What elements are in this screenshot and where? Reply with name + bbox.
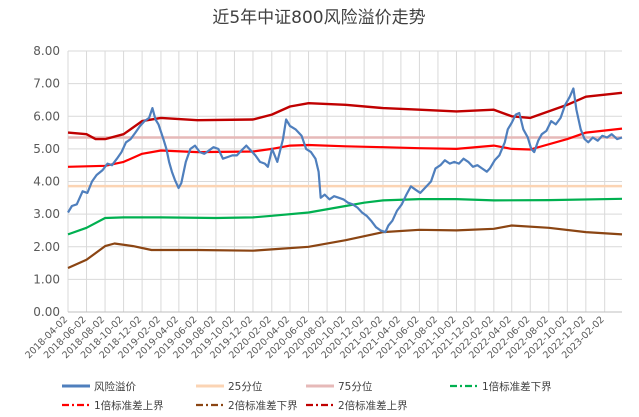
legend-label: 1倍标准差下界 — [482, 380, 552, 393]
legend-label: 2倍标准差上界 — [338, 399, 408, 412]
y-tick-label: 1.00 — [33, 272, 60, 286]
y-axis: 0.00 1.00 2.00 3.00 4.00 5.00 6.00 7.00 8.00 — [33, 44, 60, 319]
y-tick-label: 2.00 — [33, 240, 60, 254]
y-tick-label: 0.00 — [33, 305, 60, 319]
legend-label: 75分位 — [338, 380, 373, 393]
series-line-5 — [67, 224, 623, 270]
y-tick-label: 6.00 — [33, 109, 60, 123]
y-tick-label: 8.00 — [33, 44, 60, 58]
grid — [67, 50, 622, 313]
series-line-0 — [67, 87, 623, 234]
legend-label: 25分位 — [228, 380, 263, 393]
x-axis: 2018-04-022018-06-022018-08-022018-10-02… — [23, 311, 622, 361]
y-tick-label: 7.00 — [33, 77, 60, 91]
chart-title: 近5年中证800风险溢价走势 — [212, 8, 425, 28]
legend-label: 2倍标准差下界 — [228, 399, 298, 412]
legend-label: 1倍标准差上界 — [94, 399, 164, 412]
series-line-4 — [67, 127, 623, 168]
series-line-3 — [67, 197, 623, 236]
y-tick-label: 5.00 — [33, 142, 60, 156]
y-tick-label: 3.00 — [33, 207, 60, 221]
y-tick-label: 4.00 — [33, 175, 60, 189]
legend: 风险溢价 25分位 75分位 1倍标准差下界 1倍标准差上界 2倍标准差下界 2倍标准差上界 — [62, 380, 552, 412]
series-lines — [67, 87, 623, 270]
legend-label: 风险溢价 — [94, 380, 136, 393]
